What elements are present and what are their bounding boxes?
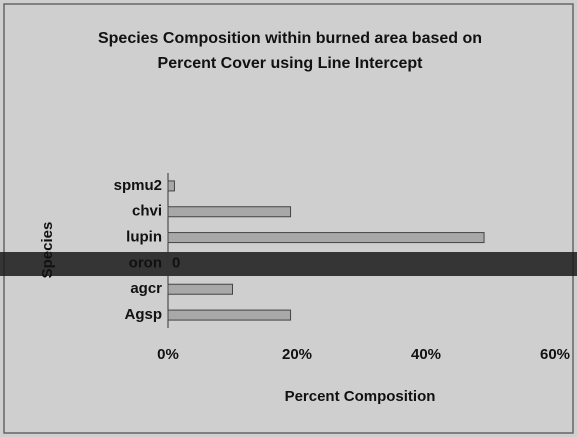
bar [167,180,175,192]
x-tick-label: 60% [540,346,570,363]
y-tick-label: lupin [126,229,162,246]
bar [167,232,485,244]
bar [167,309,292,321]
scan-band [0,252,577,276]
x-tick-label: 40% [411,346,441,363]
border [3,3,574,434]
y-axis-label: Species [39,222,56,279]
data-label: 0 [172,254,180,271]
y-tick-label: Agsp [125,306,163,323]
bar [167,206,292,218]
bar [167,283,233,295]
y-tick-label: chvi [132,203,162,220]
y-tick-label: oron [129,254,162,271]
x-tick-label: 20% [282,346,312,363]
x-tick-label: 0% [157,346,179,363]
x-axis-label: Percent Composition [285,388,436,405]
chart-title: Species Composition within burned area b… [97,30,483,72]
y-tick-label: spmu2 [114,177,162,194]
y-tick-label: agcr [130,280,162,297]
